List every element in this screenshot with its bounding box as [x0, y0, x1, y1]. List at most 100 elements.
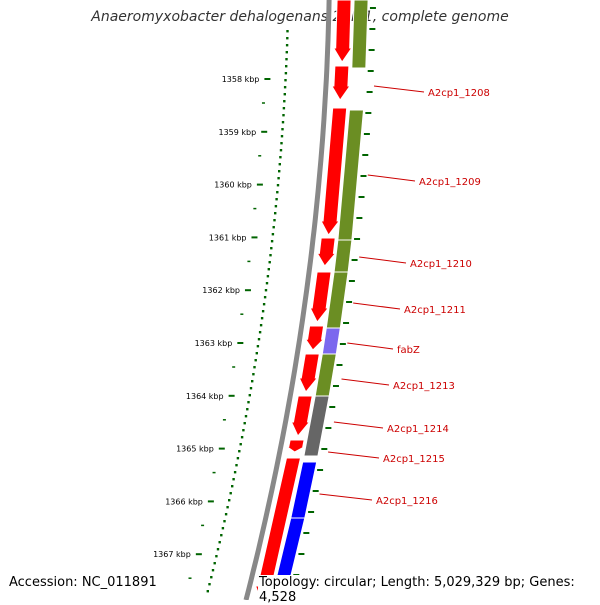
ruler-dot [278, 163, 281, 166]
gene-label: A2cp1_1209 [419, 177, 481, 188]
ruler-dot [283, 93, 286, 96]
map-title: Anaeromyxobacter dehalogenans 2CP-1, com… [91, 9, 509, 25]
cds-feature [298, 353, 320, 393]
gene-label-leader [353, 302, 401, 310]
ruler-dot [221, 527, 225, 530]
gene-label: A2cp1_1210 [410, 259, 472, 270]
ruler-tick-label: 1363 kbp [195, 339, 233, 348]
ruler-dot [284, 72, 288, 75]
ruler-dot [244, 415, 248, 418]
ruler-dot [280, 142, 283, 145]
cds-track [254, 0, 353, 600]
ruler-tick-label: 1360 kbp [214, 181, 252, 190]
ruler-dot [273, 219, 276, 222]
gene-label: fabZ [397, 345, 420, 356]
ruler-dot [277, 177, 280, 180]
ruler-dot [274, 205, 278, 208]
ruler-tick-label: 1364 kbp [186, 392, 224, 401]
gene-label-leader [347, 342, 394, 350]
ruler-dot [269, 254, 272, 257]
ruler-dot [252, 373, 255, 376]
ruler-dot [229, 492, 232, 495]
ruler-dot [249, 387, 253, 390]
ruler-dot [261, 310, 265, 313]
ruler-dot [208, 583, 211, 586]
ruler-dot [210, 576, 213, 579]
ruler-dot [263, 296, 267, 299]
gene-label: A2cp1_1208 [428, 88, 490, 99]
backbone-line [243, 0, 332, 600]
gene-label-leader [328, 451, 380, 459]
ruler-dot [274, 212, 277, 215]
cds-feature [331, 65, 351, 101]
cds-feature [316, 237, 337, 267]
ruler-dot [280, 135, 284, 138]
ruler-dot [226, 506, 229, 509]
ruler-dot [285, 58, 288, 61]
ruler-dot [238, 450, 241, 453]
gene-label: A2cp1_1211 [404, 305, 466, 316]
gene-label: A2cp1_1215 [383, 454, 445, 465]
topology-text: Topology: circular; Length: 5,029,329 bp… [258, 575, 600, 605]
ruler-dot [246, 408, 249, 411]
gene-label: A2cp1_1213 [393, 381, 455, 392]
ruler-dot [243, 422, 246, 425]
ruler-dot [262, 303, 266, 306]
cds-feature [285, 439, 306, 453]
ruler-dot [213, 562, 216, 565]
ruler-dot [251, 380, 254, 383]
accession-text: Accession: NC_011891 [9, 575, 157, 590]
ruler-dot [276, 184, 280, 187]
cds-feature [304, 325, 325, 351]
ruler-dot [239, 443, 242, 446]
cog-feature [303, 395, 330, 457]
ruler-dot [283, 100, 286, 103]
cog-feature [321, 327, 341, 355]
ruler-tick-label: 1365 kbp [176, 445, 214, 454]
ruler-dot [285, 44, 289, 47]
ruler-dot [268, 261, 271, 264]
ruler-dot [286, 30, 289, 33]
gene-label: A2cp1_1214 [387, 424, 449, 435]
ruler-dot [275, 198, 278, 201]
ruler-dot [281, 121, 285, 124]
ruler-dot [266, 275, 270, 278]
ruler-dot [285, 65, 288, 68]
ruler-dot [276, 191, 279, 194]
cds-feature [332, 0, 353, 63]
gene-label-leader [367, 174, 416, 182]
gene-label-leader [333, 421, 384, 429]
ruler-tick-label: 1358 kbp [222, 75, 260, 84]
ruler-dot [206, 590, 209, 593]
ruler-tick-label: 1366 kbp [165, 497, 203, 506]
ruler-dot [248, 394, 251, 397]
cds-feature [320, 107, 348, 236]
ruler-dot [256, 345, 260, 348]
ruler-dot [258, 331, 262, 334]
ruler-dot [265, 282, 269, 285]
ruler-dot [235, 464, 238, 467]
ruler-dot [282, 114, 285, 117]
ruler-dotted-line [206, 30, 289, 593]
ruler-dot [223, 520, 226, 523]
ruler-dot [211, 569, 215, 572]
ruler-dot [233, 471, 237, 474]
ruler-dot [264, 289, 268, 292]
ruler-dot [279, 156, 282, 159]
ruler-dot [284, 79, 287, 82]
ruler-tick-label: 1362 kbp [202, 286, 240, 295]
gene-label-leader [373, 85, 425, 93]
ruler-dot [278, 170, 281, 173]
ruler-dot [224, 513, 228, 516]
cog-feature [351, 0, 369, 69]
ruler-dot [254, 359, 257, 362]
gene-label-leader [341, 378, 390, 386]
ruler-dot [231, 485, 234, 488]
cds-feature [290, 395, 313, 437]
ruler-tick-label: 1367 kbp [153, 550, 191, 559]
ruler-dot [242, 429, 245, 432]
ruler-dot [271, 233, 275, 236]
ruler-dot [232, 478, 235, 481]
ruler-dot [283, 86, 287, 89]
